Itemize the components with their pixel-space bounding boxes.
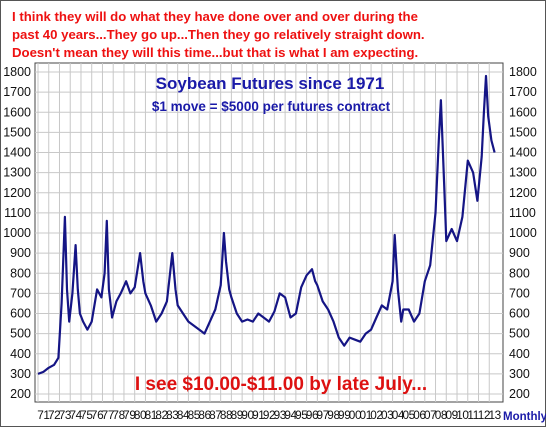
- x-tick-label: 88: [220, 408, 233, 422]
- y-tick-label-left: 300: [10, 367, 31, 381]
- x-tick-label: 87: [209, 408, 221, 422]
- y-tick-label-left: 1000: [3, 226, 31, 240]
- x-tick-label: 98: [327, 408, 340, 422]
- header-note-line-3: Doesn't mean they will this time...but t…: [12, 45, 418, 60]
- y-tick-label-right: 1600: [509, 105, 537, 119]
- y-tick-label-left: 200: [10, 387, 31, 401]
- y-tick-label-right: 400: [509, 347, 530, 361]
- frequency-label: Monthly: [503, 411, 546, 423]
- x-tick-label: 99: [338, 408, 350, 422]
- y-tick-label-right: 600: [509, 307, 530, 321]
- y-tick-label-right: 1700: [509, 85, 537, 99]
- y-tick-label-right: 1500: [509, 125, 537, 139]
- y-axis-left: 200 300 400 500 600 700 800 900 1000 1100 1200 1300…: [3, 65, 31, 401]
- x-tick-label: 13: [488, 408, 501, 422]
- x-axis: 7172737475767778798081828384858687888990…: [37, 408, 502, 422]
- x-tick-label: 81: [145, 408, 157, 422]
- x-tick-label: 78: [112, 408, 125, 422]
- x-tick-label: 08: [435, 408, 448, 422]
- price-target-callout: I see $10.00-$11.00 by late July...: [135, 374, 427, 395]
- x-tick-label: 79: [123, 408, 135, 422]
- y-tick-label-right: 1400: [509, 146, 537, 160]
- x-tick-label: 06: [413, 408, 426, 422]
- x-tick-label: 82: [155, 408, 167, 422]
- x-tick-label: 73: [59, 408, 72, 422]
- x-tick-label: 91: [252, 408, 264, 422]
- x-tick-label: 90: [241, 408, 254, 422]
- x-tick-label: 75: [80, 408, 93, 422]
- y-tick-label-left: 1100: [4, 206, 31, 220]
- x-tick-label: 02: [370, 408, 382, 422]
- x-tick-label: 07: [424, 408, 436, 422]
- price-series: [37, 74, 496, 375]
- x-tick-label: 77: [102, 408, 114, 422]
- x-tick-label: 93: [274, 408, 287, 422]
- x-tick-label: 92: [263, 408, 275, 422]
- y-tick-label-left: 500: [10, 327, 31, 341]
- x-tick-label: 83: [166, 408, 179, 422]
- x-tick-label: 11: [467, 408, 478, 422]
- y-tick-label-left: 1200: [3, 186, 31, 200]
- x-tick-label: 86: [198, 408, 211, 422]
- gridlines: [35, 63, 503, 402]
- y-tick-label-left: 700: [10, 286, 31, 300]
- y-tick-label-left: 900: [10, 246, 31, 260]
- header-note-line-1: I think they will do what they have done…: [12, 9, 418, 24]
- x-tick-label: 89: [231, 408, 243, 422]
- y-tick-label-left: 800: [10, 266, 31, 280]
- x-tick-label: 10: [456, 408, 469, 422]
- x-tick-label: 96: [306, 408, 319, 422]
- y-tick-label-right: 500: [509, 327, 530, 341]
- x-tick-label: 09: [445, 408, 457, 422]
- y-tick-label-right: 900: [509, 246, 530, 260]
- y-tick-label-right: 1300: [509, 166, 537, 180]
- x-tick-label: 97: [317, 408, 329, 422]
- y-tick-label-left: 1500: [3, 125, 31, 139]
- y-tick-label-right: 1000: [509, 226, 537, 240]
- y-tick-label-left: 400: [10, 347, 31, 361]
- y-tick-label-right: 800: [509, 266, 530, 280]
- header-note-line-2: past 40 years...They go up...Then they g…: [12, 27, 425, 42]
- x-tick-label: 01: [360, 408, 372, 422]
- y-axis-right: 200 300 400 500 600 700 800 900 1000 1100 1200 1300…: [509, 65, 537, 401]
- x-tick-label: 04: [392, 408, 405, 422]
- y-tick-label-right: 200: [509, 387, 530, 401]
- x-tick-label: 71: [37, 408, 49, 422]
- y-tick-label-left: 1400: [3, 146, 31, 160]
- x-tick-label: 94: [284, 408, 297, 422]
- x-tick-label: 84: [177, 408, 190, 422]
- chart-title: Soybean Futures since 1971: [156, 74, 385, 93]
- x-tick-label: 00: [349, 408, 362, 422]
- y-tick-label-right: 300: [509, 367, 530, 381]
- x-tick-label: 12: [478, 408, 490, 422]
- header-note: I think they will do what they have done…: [12, 9, 425, 60]
- y-tick-label-left: 1300: [3, 166, 31, 180]
- x-tick-label: 03: [381, 408, 394, 422]
- x-tick-label: 74: [69, 408, 82, 422]
- x-tick-label: 72: [48, 408, 60, 422]
- y-tick-label-left: 1800: [3, 65, 31, 79]
- y-tick-label-left: 1600: [3, 105, 31, 119]
- x-tick-label: 76: [91, 408, 104, 422]
- y-tick-label-right: 1200: [509, 186, 537, 200]
- chart-subtitle: $1 move = $5000 per futures contract: [152, 99, 391, 114]
- y-tick-label-left: 600: [10, 307, 31, 321]
- y-tick-label-right: 1800: [509, 65, 537, 79]
- y-tick-label-right: 700: [509, 286, 530, 300]
- y-tick-label-left: 1700: [3, 85, 31, 99]
- x-tick-label: 95: [295, 408, 308, 422]
- x-tick-label: 80: [134, 408, 147, 422]
- y-tick-label-right: 1100: [509, 206, 536, 220]
- price-line: [37, 74, 496, 375]
- x-tick-label: 85: [188, 408, 201, 422]
- x-tick-label: 05: [403, 408, 416, 422]
